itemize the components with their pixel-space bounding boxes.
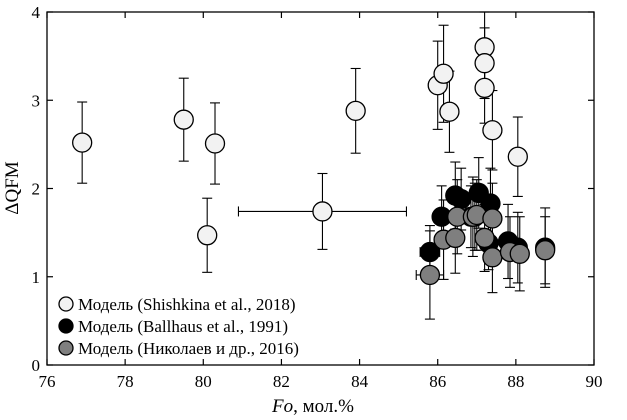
- legend: Модель (Shishkina et al., 2018) Модель (B…: [58, 295, 299, 358]
- x-tick-label: 80: [195, 372, 212, 391]
- y-tick-label: 0: [32, 356, 41, 375]
- y-axis-title: ΔQFM: [2, 161, 23, 215]
- data-point-series-3: [419, 264, 441, 286]
- y-tick-label: 2: [32, 180, 41, 199]
- data-point-series-1: [433, 63, 454, 84]
- x-tick-label: 90: [586, 372, 603, 391]
- legend-marker: [58, 296, 74, 312]
- legend-marker: [58, 318, 74, 334]
- x-axis-title-italic: Fo: [271, 396, 293, 417]
- data-point-series-2: [451, 188, 472, 210]
- legend-marker: [58, 340, 74, 356]
- data-point-series-2: [419, 241, 441, 263]
- data-point-series-3: [509, 243, 530, 264]
- data-point-series-1: [204, 133, 226, 154]
- x-axis-title: Fo, мол.%: [271, 396, 354, 417]
- data-point-series-3: [535, 240, 556, 261]
- x-tick-label: 88: [507, 372, 524, 391]
- data-point-series-1: [173, 109, 194, 130]
- legend-label: Модель (Ballhaus et al., 1991): [78, 317, 288, 336]
- data-point-series-1: [312, 201, 333, 222]
- x-axis-title-rest: , мол.%: [293, 396, 354, 417]
- legend-label: Модель (Shishkina et al., 2018): [78, 295, 296, 314]
- data-point-series-1: [439, 101, 460, 122]
- plot-axes: 76 78 80 82 84 86 88 90 0 1 2 3 4: [32, 3, 603, 391]
- data-point-series-1: [482, 120, 503, 141]
- data-point-series-1: [72, 132, 93, 153]
- data-point-series-3: [482, 247, 503, 268]
- data-point-series-1: [345, 100, 366, 121]
- x-tick-label: 78: [117, 372, 134, 391]
- x-tick-label: 76: [39, 372, 56, 391]
- data-points: [72, 37, 556, 286]
- data-point-series-1: [507, 146, 528, 167]
- y-tick-label: 1: [32, 268, 41, 287]
- data-point-series-1: [474, 53, 495, 74]
- legend-label: Модель (Николаев и др., 2016): [78, 339, 299, 358]
- data-point-series-3: [445, 227, 466, 249]
- x-tick-label: 86: [429, 372, 446, 391]
- y-tick-label: 4: [32, 3, 41, 22]
- data-point-series-3: [482, 208, 503, 229]
- data-point-series-1: [197, 225, 218, 246]
- y-tick-label: 3: [32, 91, 41, 110]
- x-tick-label: 84: [351, 372, 369, 391]
- data-point-series-3: [474, 227, 495, 249]
- data-point-series-1: [474, 77, 495, 99]
- x-tick-label: 82: [273, 372, 290, 391]
